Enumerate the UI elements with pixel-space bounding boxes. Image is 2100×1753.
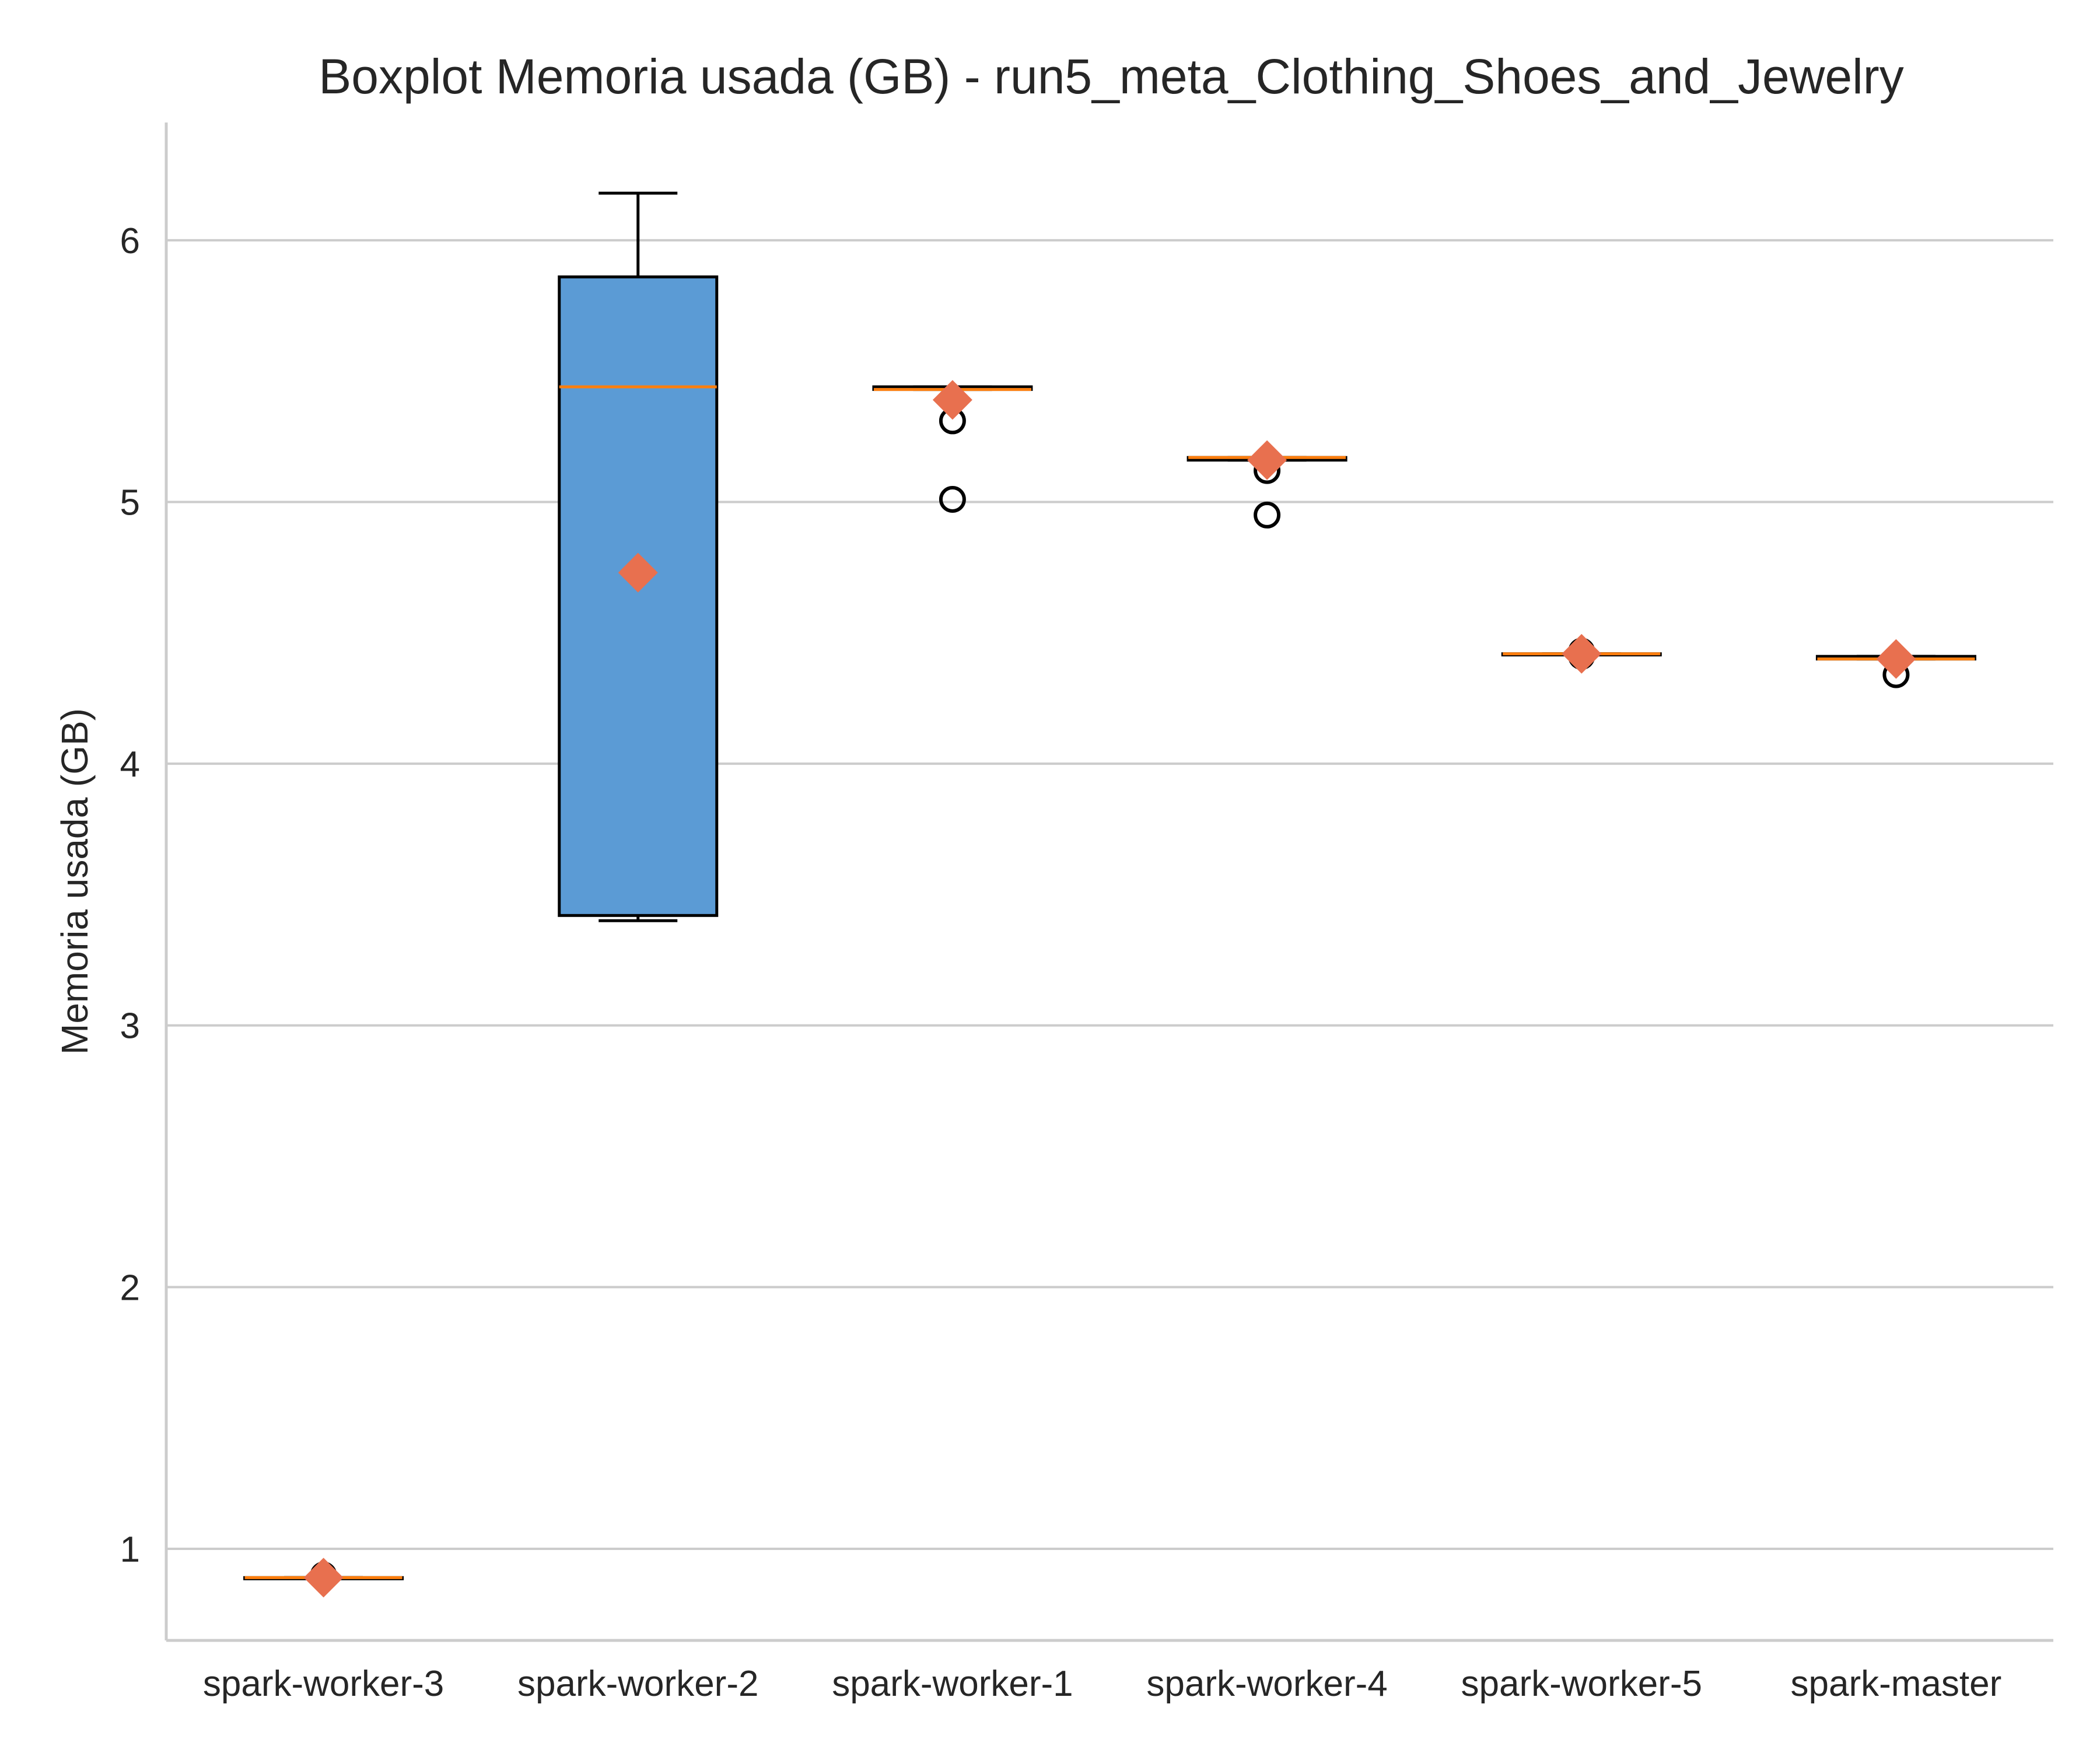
- x-tick-label: spark-worker-1: [832, 1664, 1073, 1704]
- y-tick-label: 4: [120, 744, 140, 785]
- y-axis-label: Memoria usada (GB): [54, 708, 96, 1055]
- grid-layer: [166, 239, 2053, 1550]
- spine-layer: [164, 123, 2053, 1642]
- x-tick-label: spark-worker-3: [203, 1664, 444, 1704]
- box-layer: [243, 191, 1976, 1598]
- chart-title: Boxplot Memoria usada (GB) - run5_meta_C…: [318, 49, 1903, 104]
- box-group: [872, 380, 1033, 513]
- outlier-point: [939, 486, 966, 513]
- box-group: [1501, 634, 1662, 674]
- x-tick-label: spark-master: [1791, 1664, 2002, 1704]
- box-group: [558, 191, 719, 922]
- iqr-box: [558, 275, 719, 917]
- box-group: [243, 1558, 404, 1598]
- x-tick-label: spark-worker-4: [1146, 1664, 1387, 1704]
- mean-marker: [1247, 440, 1287, 480]
- tick-layer: 1 2 3 4 5 6 spark-worker-3 spark-worker-2 spark-…: [120, 221, 2002, 1704]
- outlier-point: [1254, 501, 1281, 529]
- x-tick-label: spark-worker-2: [517, 1664, 758, 1704]
- y-tick-label: 3: [120, 1006, 140, 1047]
- y-tick-label: 2: [120, 1268, 140, 1308]
- x-tick-label: spark-worker-5: [1461, 1664, 1702, 1704]
- mean-marker: [932, 380, 972, 420]
- box-group: [1186, 440, 1348, 529]
- mean-marker: [303, 1558, 344, 1598]
- box-group: [1815, 639, 1976, 688]
- y-tick-label: 1: [120, 1530, 140, 1570]
- y-tick-label: 6: [120, 221, 140, 261]
- mean-marker: [1562, 634, 1602, 674]
- y-tick-label: 5: [120, 483, 140, 523]
- mean-marker: [618, 552, 658, 593]
- mean-marker: [1876, 639, 1916, 679]
